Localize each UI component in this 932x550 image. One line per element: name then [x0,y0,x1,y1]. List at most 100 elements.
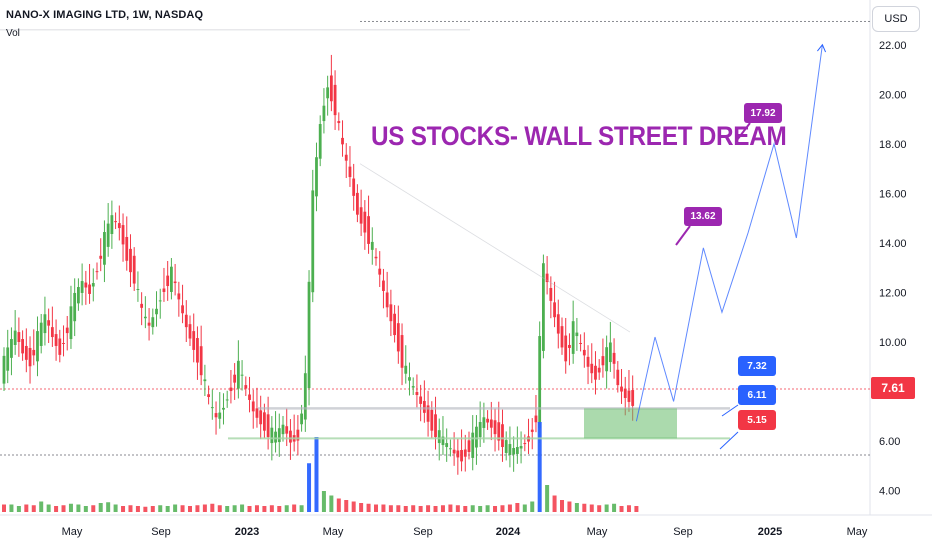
symbol-title: NANO-X IMAGING LTD, 1W, NASDAQ [6,9,204,21]
candle-body [467,440,471,452]
candle-body [627,390,631,402]
volume-bar [604,504,609,512]
candle-body [508,444,512,455]
volume-bar [530,501,535,512]
candle-body [13,330,17,345]
candle-body [344,154,348,161]
price-tick-label: 12.00 [879,287,907,299]
target-label-2[interactable]: 17.92 [744,103,782,123]
volume-bar [254,505,259,512]
candle-body [460,449,463,462]
price-tick-label: 20.00 [879,89,907,101]
candle-body [411,386,415,388]
volume-bar [493,506,498,512]
candle-body [590,363,594,374]
volume-bar [545,485,550,512]
candle-body [419,396,423,404]
volume-bar [173,504,178,512]
target-label-1[interactable]: 13.62 [684,207,722,226]
candle-body [326,87,330,99]
candle-body [482,417,486,428]
volume-bar [411,505,416,512]
candle-body [121,225,125,245]
time-tick-label: May [587,526,608,538]
volume-bar [321,491,326,512]
candle-body [125,236,129,261]
volume-bar [292,504,297,512]
candle-body [77,287,80,304]
volume-bar [232,505,237,512]
price-tick-label: 14.00 [879,238,907,250]
volume-bar [515,503,520,512]
candle-body [140,303,144,308]
candle-body [307,281,311,389]
projection-path [635,44,823,422]
volume-bar [54,506,59,512]
projection-arrowhead [817,43,827,53]
volume-bar [2,504,6,512]
candle-body [556,314,560,334]
candle-body [616,369,620,386]
volume-bar [500,505,505,512]
volume-bar [560,500,564,512]
time-tick-label: May [847,526,868,538]
candle-body [166,275,170,287]
candle-body [50,327,54,338]
volume-bar [76,504,81,512]
candle-body [486,418,489,423]
candle-body [497,422,501,441]
candle-body [58,338,62,355]
volume-bar [626,505,631,512]
candle-body [501,424,504,448]
volume-bar [9,504,14,512]
time-tick-label: May [62,526,83,538]
candle-body [523,443,527,445]
candle-body [106,223,110,247]
volume-bar [135,506,140,512]
candle-body [303,373,307,420]
volume-bar [314,437,319,512]
candle-body [199,346,203,376]
candle-body [538,336,542,429]
candle-body [43,314,47,334]
banner-text: US STOCKS- WALL STREET DREAM [371,121,787,151]
candle-body [322,105,326,122]
volume-layer [2,422,639,512]
candle-body [382,280,385,291]
candle-body [233,374,237,383]
candle-body [162,288,166,292]
candle-body [352,178,356,196]
candle-body [251,401,255,412]
candle-body [389,304,393,322]
candle-body [471,432,475,458]
time-tick-label: 2024 [496,526,521,538]
candle-body [266,414,270,438]
candle-body [452,449,456,454]
candle-body [236,360,240,389]
candle-body [21,339,24,354]
candle-body [6,347,10,371]
price-tick-label: 22.00 [879,40,907,52]
volume-bar [418,506,423,512]
candle-body [393,313,396,336]
volume-bar [396,505,401,512]
currency-button[interactable]: USD [872,6,920,32]
candle-body [456,450,460,458]
candle-body [341,137,344,145]
candle-body [65,327,69,334]
candle-body [504,440,508,453]
candle-body [582,349,586,356]
candle-body [73,292,77,322]
time-axis-ticks: May Sep 2023 May Sep 2024 May Sep 2025 May [62,526,868,538]
volume-bar [485,505,490,512]
volume-bar [537,422,542,512]
candle-body [519,446,523,449]
volume-bar [16,506,21,512]
candle-body [311,190,315,293]
candle-body [575,332,579,337]
candle-body [631,390,635,406]
candle-body [188,324,192,339]
candle-body [404,365,408,374]
volume-bar [470,505,475,512]
